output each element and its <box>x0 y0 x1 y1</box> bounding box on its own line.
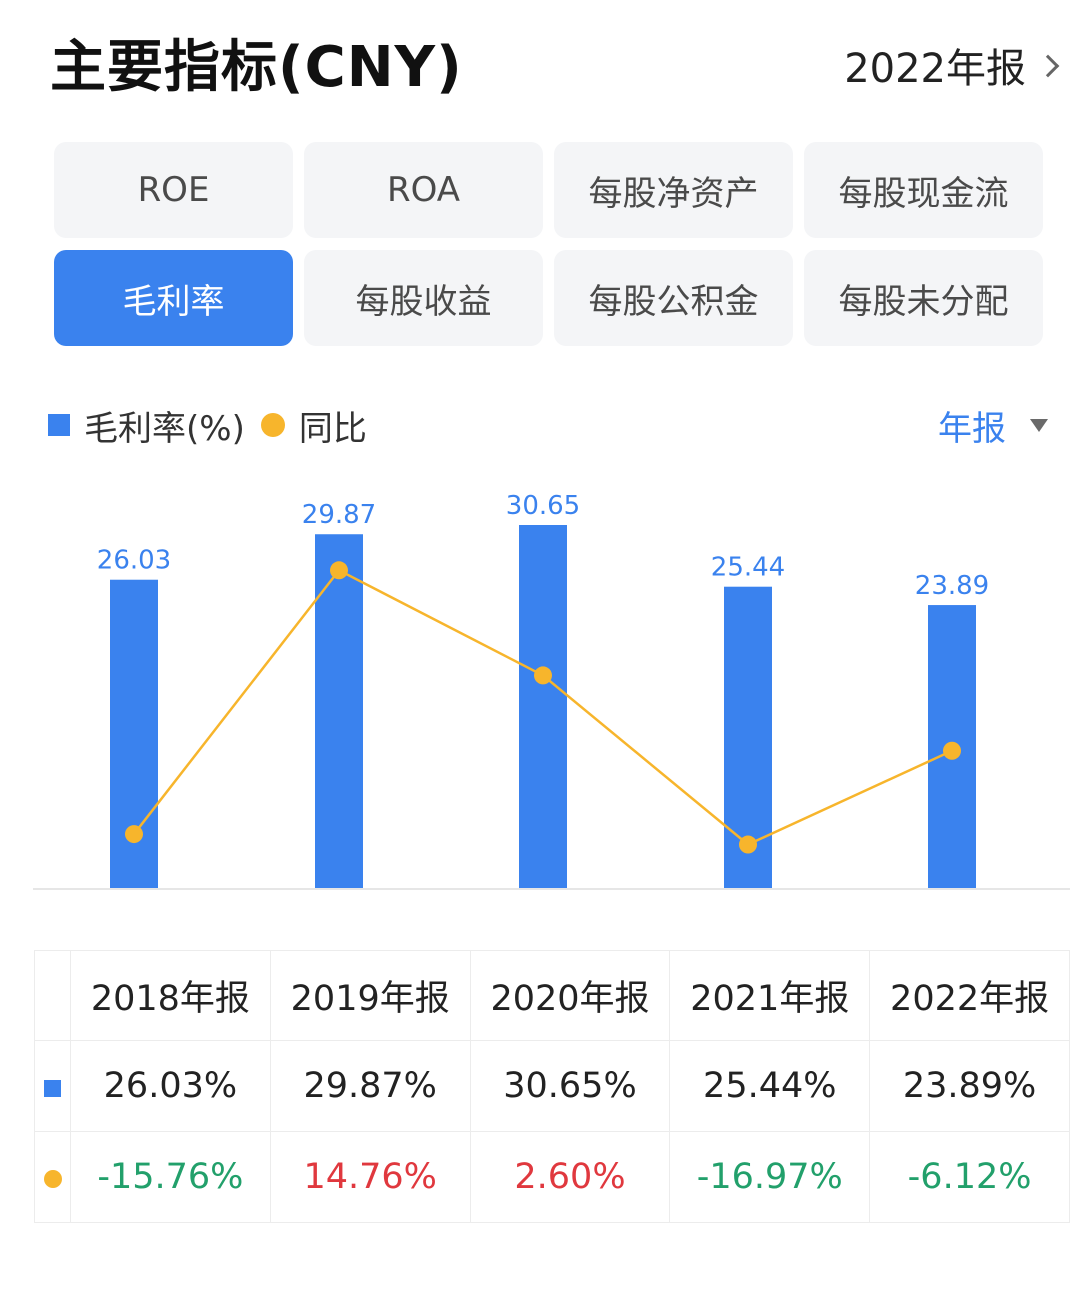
tab-reserve-per-share[interactable]: 每股公积金 <box>554 250 793 346</box>
tab-roe[interactable]: ROE <box>54 142 293 238</box>
chevron-right-icon <box>1036 54 1060 78</box>
table-cell: 14.76% <box>269 1131 471 1223</box>
gross-margin-chart: 26.03 29.87 30.65 25.44 23.89 <box>33 491 1070 890</box>
line-dot-icon <box>43 1170 62 1188</box>
table-cell: 30.65% <box>469 1040 671 1132</box>
line-legend-marker <box>260 413 285 437</box>
report-period-selector[interactable]: 2022年报 <box>844 36 1060 94</box>
table-cell: -15.76% <box>70 1131 271 1223</box>
frequency-label: 年报 <box>938 408 1006 449</box>
bar-value-label: 26.03 <box>97 546 171 576</box>
bar-2020年报 <box>519 525 567 888</box>
row-marker-cell <box>34 1131 71 1223</box>
table-cell: 25.44% <box>669 1040 871 1132</box>
bar-value-label: 29.87 <box>302 500 376 530</box>
yoy-point-2022年报 <box>943 741 961 760</box>
table-header-row: 2018年报 2019年报 2020年报 2021年报 2022年报 <box>34 950 1070 1041</box>
table-row-gross-margin: 26.03% 29.87% 30.65% 25.44% 23.89% <box>34 1040 1070 1132</box>
yoy-point-2019年报 <box>330 561 348 580</box>
report-period-label: 2022年报 <box>844 46 1026 92</box>
bar-value-label: 25.44 <box>711 553 785 583</box>
legend-series-line: 同比 <box>298 408 367 449</box>
table-cell: 29.87% <box>269 1040 471 1132</box>
chart-legend: 毛利率(%) 同比 <box>48 400 367 450</box>
data-table: 2018年报 2019年报 2020年报 2021年报 2022年报 26.03… <box>34 950 1070 1223</box>
caret-down-icon <box>1030 418 1048 432</box>
page-title: 主要指标(CNY) <box>50 35 463 100</box>
table-cell: 2.60% <box>469 1131 671 1223</box>
table-cell: -6.12% <box>869 1131 1070 1223</box>
bar-square-icon <box>44 1080 61 1097</box>
table-row-yoy: -15.76% 14.76% 2.60% -16.97% -6.12% <box>34 1131 1070 1223</box>
tab-roa[interactable]: ROA <box>304 142 543 238</box>
table-header-cell: 2020年报 <box>469 950 671 1041</box>
table-cell: 23.89% <box>869 1040 1070 1132</box>
bar-legend-marker <box>48 414 70 436</box>
row-marker-cell <box>34 1040 71 1132</box>
yoy-point-2020年报 <box>534 666 552 685</box>
tab-undistributed-per-share[interactable]: 每股未分配 <box>804 250 1043 346</box>
header: 主要指标(CNY) 2022年报 <box>0 0 1086 120</box>
bar-value-label: 30.65 <box>506 491 580 521</box>
indicator-tabs: ROE ROA 每股净资产 每股现金流 毛利率 每股收益 每股公积金 每股未分配 <box>54 142 1044 346</box>
table-header-cell: 2021年报 <box>669 950 871 1041</box>
tab-cash-flow-per-share[interactable]: 每股现金流 <box>804 142 1043 238</box>
table-header-cell: 2018年报 <box>70 950 271 1041</box>
legend-series-bar: 毛利率(%) <box>84 408 245 449</box>
chart-legend-row: 毛利率(%) 同比 年报 <box>48 400 1048 450</box>
yoy-point-2021年报 <box>739 835 757 854</box>
frequency-dropdown[interactable]: 年报 <box>938 400 1048 450</box>
bar-2019年报 <box>315 534 363 888</box>
yoy-point-2018年报 <box>125 825 143 844</box>
bar-value-label: 23.89 <box>915 571 989 601</box>
table-header-cell: 2022年报 <box>869 950 1070 1041</box>
tab-gross-margin[interactable]: 毛利率 <box>54 250 293 346</box>
table-cell: -16.97% <box>669 1131 871 1223</box>
tab-eps[interactable]: 每股收益 <box>304 250 543 346</box>
tab-net-assets-per-share[interactable]: 每股净资产 <box>554 142 793 238</box>
table-header-cell: 2019年报 <box>269 950 471 1041</box>
table-cell: 26.03% <box>70 1040 271 1132</box>
table-corner-cell <box>34 950 71 1041</box>
